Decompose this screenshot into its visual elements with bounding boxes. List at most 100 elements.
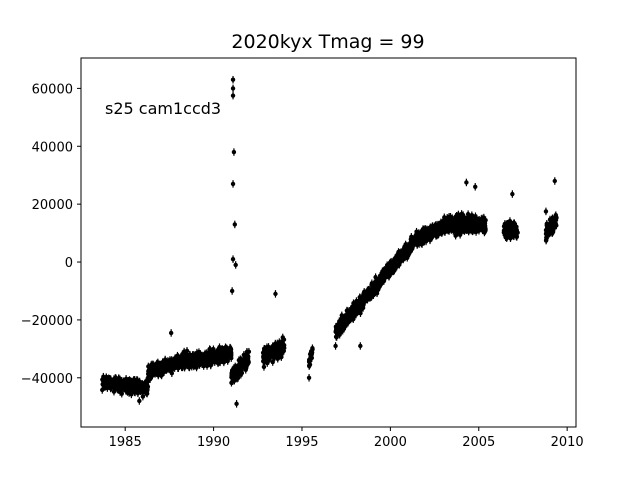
data-point: [308, 358, 313, 363]
data-point: [270, 359, 275, 365]
data-point: [211, 352, 217, 357]
data-point: [121, 386, 126, 391]
data-point: [184, 348, 190, 354]
data-point: [196, 354, 201, 360]
data-point: [129, 383, 135, 388]
data-point: [103, 383, 108, 389]
data-point: [191, 356, 196, 362]
data-point: [261, 353, 267, 358]
data-point: [261, 364, 267, 370]
data-point: [243, 357, 248, 362]
data-point: [356, 299, 362, 304]
data-point: [402, 244, 407, 249]
data-point: [275, 356, 280, 361]
data-point: [132, 387, 138, 392]
chart-title: 2020kyx Tmag = 99: [231, 31, 424, 53]
data-point: [345, 309, 350, 314]
data-point: [167, 366, 172, 371]
data-point: [207, 349, 212, 354]
data-point: [156, 368, 161, 373]
data-point: [343, 316, 348, 322]
data-point: [151, 362, 156, 367]
data-point: [427, 226, 433, 231]
data-point: [225, 347, 230, 352]
data-point: [162, 360, 167, 365]
data-point: [381, 271, 387, 276]
data-point: [385, 266, 391, 271]
data-point: [366, 290, 371, 295]
data-point: [396, 257, 401, 262]
data-point: [435, 227, 440, 232]
data-point: [416, 236, 421, 242]
data-point: [273, 347, 278, 353]
data-point: [378, 279, 383, 284]
data-point: [380, 275, 386, 281]
data-point: [391, 261, 397, 266]
data-point: [267, 353, 272, 358]
data-point: [219, 353, 224, 358]
data-point: [202, 360, 207, 365]
data-point: [394, 254, 399, 259]
data-point: [110, 383, 116, 388]
data-point: [430, 232, 435, 238]
data-point: [194, 361, 199, 367]
data-point: [175, 357, 180, 362]
data-point: [339, 315, 345, 320]
data-point: [158, 372, 163, 377]
data-point: [389, 265, 394, 270]
data-point: [132, 377, 137, 383]
data-point: [438, 220, 444, 225]
data-point: [232, 376, 237, 381]
data-point: [215, 361, 221, 366]
data-point: [342, 321, 347, 326]
data-point: [154, 361, 159, 366]
data-point: [235, 375, 241, 381]
data-point: [361, 298, 367, 303]
data-point: [389, 269, 394, 275]
data-point: [277, 344, 282, 349]
data-point: [281, 337, 287, 342]
data-point: [427, 238, 433, 243]
data-point: [375, 283, 380, 289]
data-point: [356, 307, 362, 312]
data-point: [150, 370, 156, 376]
data-point: [211, 347, 216, 352]
data-point: [422, 234, 427, 240]
data-point: [238, 357, 243, 362]
data-point: [146, 375, 151, 380]
data-point: [126, 390, 132, 396]
data-point: [186, 362, 192, 367]
data-point: [278, 353, 284, 358]
data-point: [212, 359, 217, 365]
data-point: [229, 372, 235, 378]
data-point: [139, 383, 144, 389]
data-point: [408, 249, 413, 254]
data-point: [181, 356, 186, 361]
data-point: [340, 325, 345, 331]
data-point: [241, 363, 247, 368]
data-point: [231, 368, 236, 373]
data-point: [144, 380, 149, 385]
data-point: [365, 297, 370, 302]
data-point: [113, 375, 118, 381]
data-point: [207, 357, 212, 362]
data-points-layer: [100, 75, 559, 408]
data-point: [236, 369, 241, 374]
data-point: [148, 365, 153, 371]
data-point: [409, 245, 415, 251]
data-point: [438, 225, 443, 230]
data-point: [144, 391, 149, 396]
data-point: [334, 328, 340, 333]
data-point: [335, 322, 341, 327]
data-point: [403, 251, 408, 256]
data-point: [433, 233, 439, 239]
data-point: [236, 364, 242, 370]
data-point: [386, 274, 392, 279]
data-point: [173, 360, 178, 366]
data-point: [382, 267, 387, 273]
data-point: [309, 350, 315, 355]
data-point: [101, 374, 106, 379]
data-point: [334, 334, 339, 340]
